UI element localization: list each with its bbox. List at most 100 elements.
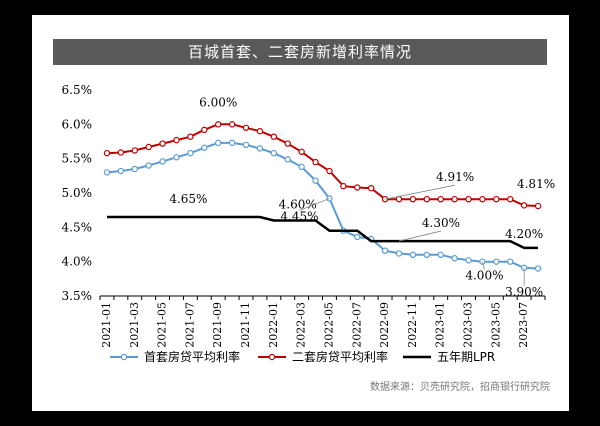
data-point	[145, 162, 152, 169]
data-point	[103, 149, 111, 157]
data-label: 4.81%	[517, 177, 555, 191]
data-point	[451, 195, 458, 203]
legend-label: 二套房贷平均利率	[292, 349, 388, 364]
data-point	[465, 257, 472, 264]
x-tick-label: 2022-09	[378, 302, 391, 348]
data-point	[187, 149, 194, 157]
data-label: 6.00%	[199, 95, 237, 109]
data-point	[465, 195, 472, 203]
x-tick-label: 2021-03	[128, 302, 141, 348]
data-point	[423, 195, 430, 203]
data-point	[493, 258, 500, 265]
data-point	[312, 177, 319, 184]
x-tick-label: 2022-01	[267, 302, 280, 348]
data-point	[145, 143, 152, 151]
data-point	[395, 250, 403, 257]
data-point	[423, 251, 430, 258]
data-point	[326, 167, 333, 175]
y-tick-label: 3.5%	[62, 289, 93, 303]
data-point	[215, 121, 222, 128]
data-label: 4.65%	[169, 192, 207, 206]
x-tick-label: 2021-05	[156, 302, 169, 348]
data-label: 4.00%	[465, 269, 503, 283]
data-point	[298, 163, 305, 171]
y-tick-label: 6.5%	[62, 83, 93, 97]
data-point	[131, 165, 138, 173]
data-point	[298, 148, 305, 155]
series-line	[107, 215, 538, 250]
data-label: 4.30%	[422, 216, 460, 230]
data-point	[409, 195, 417, 203]
data-point	[201, 144, 208, 151]
data-point	[201, 126, 208, 134]
chart-title: 百城首套、二套房新增利率情况	[53, 39, 547, 65]
data-point	[520, 202, 528, 209]
data-point	[451, 255, 458, 262]
data-label: 4.45%	[280, 209, 318, 223]
data-point	[215, 139, 222, 147]
data-point	[437, 251, 444, 258]
y-tick-label: 4.5%	[62, 220, 93, 234]
data-point	[284, 140, 291, 147]
data-point	[103, 169, 111, 176]
data-point	[173, 154, 180, 161]
data-point	[493, 195, 500, 203]
data-point	[256, 127, 264, 135]
x-tick-label: 2022-07	[350, 302, 363, 348]
source-note: 数据来源：贝壳研究院，招商银行研究院	[370, 382, 550, 393]
data-point	[131, 147, 138, 154]
data-point	[117, 149, 125, 156]
data-label: 3.90%	[505, 285, 543, 299]
legend-marker	[268, 353, 276, 361]
annotation-leader	[384, 184, 456, 200]
data-point	[270, 133, 278, 140]
x-tick-label: 2023-03	[462, 302, 475, 348]
data-point	[367, 184, 375, 192]
x-tick-label: 2023-07	[517, 302, 530, 348]
x-tick-label: 2022-11	[406, 302, 419, 348]
chart-card	[32, 15, 569, 411]
data-point	[242, 124, 250, 131]
y-tick-label: 6.0%	[62, 117, 93, 131]
data-label: 4.60%	[279, 197, 317, 211]
data-point	[479, 195, 486, 203]
y-tick-label: 5.0%	[62, 186, 93, 200]
data-point	[159, 140, 166, 147]
legend-label: 五年期LPR	[437, 350, 495, 364]
data-label: 4.20%	[505, 227, 543, 241]
data-point	[534, 265, 542, 272]
x-tick-label: 2022-03	[295, 302, 308, 348]
data-point	[173, 136, 180, 144]
y-tick-label: 5.5%	[62, 152, 93, 166]
data-point	[159, 158, 166, 165]
data-point	[312, 158, 319, 166]
data-point	[340, 182, 347, 190]
x-tick-label: 2023-01	[434, 302, 447, 348]
data-point	[228, 139, 236, 147]
data-point	[437, 195, 444, 203]
data-point	[354, 184, 361, 191]
x-tick-label: 2021-01	[100, 302, 113, 348]
data-point	[507, 195, 514, 203]
data-point	[284, 156, 291, 163]
x-tick-label: 2023-05	[489, 302, 502, 348]
data-point	[256, 145, 264, 152]
data-point	[228, 121, 236, 128]
data-point	[354, 233, 361, 241]
data-point	[326, 195, 333, 202]
x-tick-label: 2022-05	[322, 302, 335, 348]
x-tick-label: 2021-09	[211, 302, 224, 348]
data-point	[117, 167, 125, 175]
annotation-leader	[299, 198, 330, 211]
x-tick-label: 2021-07	[183, 302, 196, 348]
data-point	[395, 195, 403, 203]
data-point	[534, 202, 542, 210]
data-point	[242, 141, 250, 149]
legend-marker	[120, 353, 128, 361]
annotation-leader	[398, 230, 442, 242]
data-point	[270, 149, 278, 157]
data-point	[381, 247, 389, 254]
legend-label: 首套房贷平均利率	[144, 349, 240, 364]
data-point	[507, 258, 514, 265]
